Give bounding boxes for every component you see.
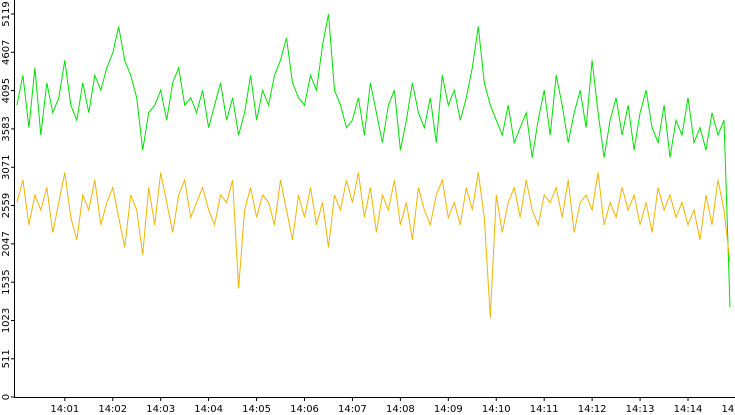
x-tick-label: 14:15 — [722, 404, 735, 415]
series-line — [16, 172, 731, 318]
y-tick-label: 3071 — [1, 155, 12, 180]
y-tick-label: 1023 — [1, 308, 12, 333]
x-tick-label: 14:06 — [290, 404, 319, 415]
x-tick-label: 14:07 — [338, 404, 367, 415]
x-tick-label: 14:03 — [146, 404, 175, 415]
y-tick-label: 4607 — [1, 40, 12, 65]
y-tick-label: 1535 — [1, 269, 12, 294]
y-tick-label: 2559 — [1, 193, 12, 218]
x-tick-label: 14:10 — [482, 404, 511, 415]
x-tick-label: 14:04 — [194, 404, 223, 415]
y-tick-label: 0 — [1, 394, 12, 400]
y-tick-label: 2047 — [1, 231, 12, 256]
y-tick-label: 5119 — [1, 1, 12, 26]
x-tick-label: 14:01 — [50, 404, 79, 415]
x-tick-label: 14:09 — [434, 404, 463, 415]
x-tick-label: 14:12 — [578, 404, 607, 415]
x-tick-label: 14:14 — [674, 404, 703, 415]
y-tick-label: 511 — [1, 349, 12, 368]
y-tick-label: 4095 — [1, 78, 12, 103]
series-line — [16, 13, 731, 308]
x-tick-label: 14:08 — [386, 404, 415, 415]
y-tick-label: 3583 — [1, 116, 12, 141]
x-tick-label: 14:11 — [530, 404, 559, 415]
x-tick-label: 14:02 — [98, 404, 127, 415]
x-tick-label: 14:05 — [242, 404, 271, 415]
x-tick-label: 14:13 — [626, 404, 655, 415]
